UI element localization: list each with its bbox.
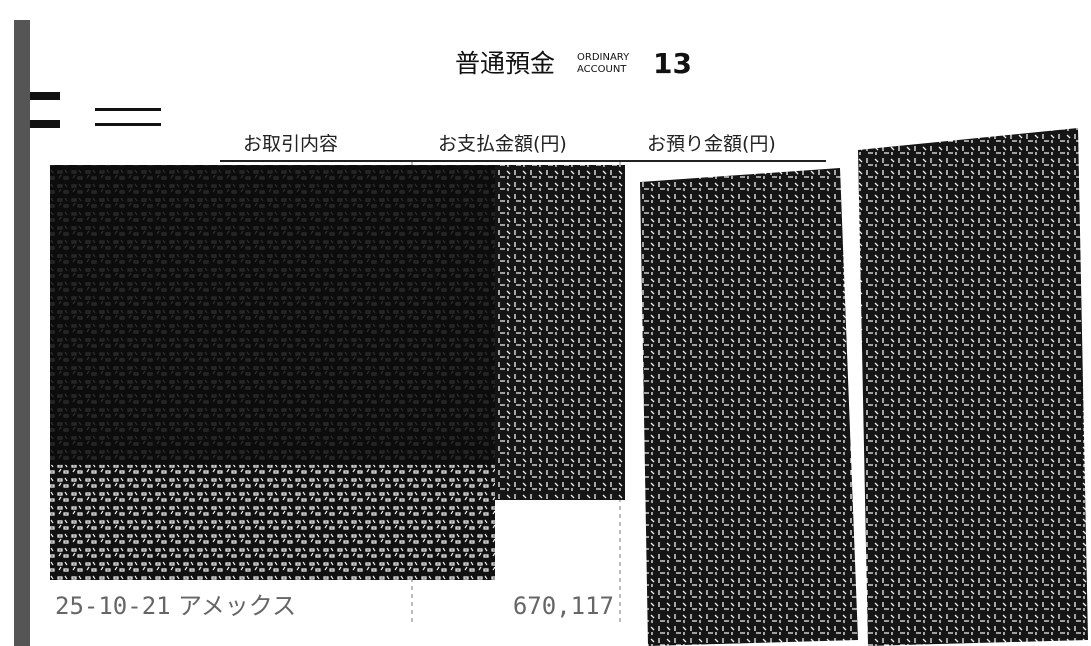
- redaction: [640, 168, 858, 646]
- column-header: お預り金額(円): [647, 133, 776, 155]
- page-number: 13: [653, 47, 692, 80]
- subtitle: ACCOUNT: [577, 64, 627, 75]
- date: 25-10-21: [55, 592, 171, 620]
- mark: [30, 92, 60, 100]
- redaction: [858, 128, 1088, 646]
- column-header: お支払金額(円): [438, 133, 567, 155]
- mark: [30, 120, 60, 128]
- mark: [95, 108, 161, 111]
- column-header: お取引内容: [243, 133, 338, 155]
- binding-edge: [14, 20, 30, 646]
- title: 普通預金: [455, 49, 555, 78]
- mark: [95, 123, 161, 126]
- subtitle: ORDINARY: [577, 52, 630, 63]
- redaction: [50, 165, 495, 465]
- description: アメックス: [178, 592, 296, 620]
- payment: 670,117: [513, 592, 614, 620]
